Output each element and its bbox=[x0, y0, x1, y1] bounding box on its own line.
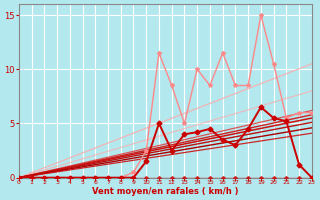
X-axis label: Vent moyen/en rafales ( km/h ): Vent moyen/en rafales ( km/h ) bbox=[92, 187, 239, 196]
